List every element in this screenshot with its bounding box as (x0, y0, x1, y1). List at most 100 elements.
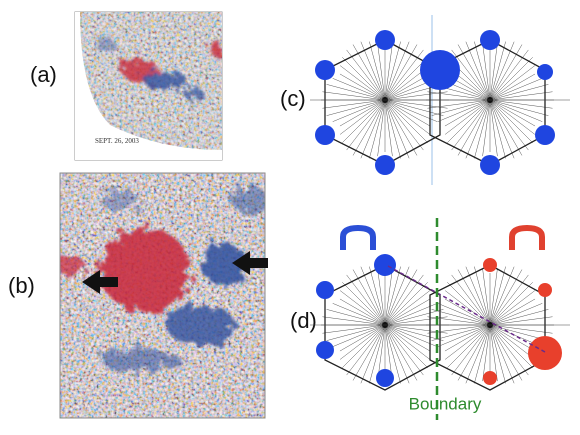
magnet-icon (509, 224, 545, 250)
field-line (482, 268, 491, 326)
field-line (447, 99, 491, 143)
field-line (465, 266, 491, 326)
arrow (232, 251, 268, 275)
field-line (384, 324, 431, 360)
field-line (444, 99, 491, 127)
field-line (489, 324, 553, 334)
field-line (489, 41, 506, 101)
particle (315, 60, 335, 80)
field-line (384, 324, 431, 352)
field-line (489, 99, 543, 122)
magnetogram-b (60, 173, 265, 418)
field-line (322, 91, 386, 101)
field-line (489, 99, 498, 157)
field-line (447, 282, 491, 326)
field-line (332, 324, 386, 347)
field-line (332, 99, 386, 122)
field-line (360, 41, 386, 101)
field-line (489, 316, 553, 326)
field-line (489, 324, 533, 368)
field-line (489, 73, 536, 101)
particle (480, 155, 500, 175)
field-line (326, 99, 386, 116)
field-line (489, 99, 549, 116)
field-line (346, 324, 386, 376)
field-line (384, 99, 401, 159)
particle (538, 283, 552, 297)
field-line (384, 324, 428, 368)
field-line (322, 99, 386, 109)
field-line (360, 324, 386, 384)
field-line (444, 99, 491, 135)
field-line (346, 49, 386, 101)
panel-label: (c) (280, 86, 306, 111)
field-line (444, 290, 491, 326)
particle (420, 50, 460, 90)
field-line (342, 57, 386, 101)
field-line (447, 324, 491, 368)
field-line (352, 99, 386, 156)
field-line (346, 99, 386, 151)
field-line (489, 269, 523, 326)
field-line (489, 99, 533, 143)
particle (374, 254, 396, 276)
particle (480, 30, 500, 50)
field-line (489, 99, 506, 159)
field-line (451, 274, 491, 326)
field-line (474, 41, 491, 101)
field-line (377, 99, 386, 157)
field-line (489, 99, 515, 159)
field-line (482, 99, 491, 157)
field-line (489, 49, 529, 101)
field-line (444, 298, 491, 326)
field-line (322, 324, 386, 334)
field-line (384, 99, 431, 135)
field-line (339, 99, 386, 127)
field-line (384, 99, 393, 157)
panel-label: (b) (8, 273, 35, 298)
field-line (384, 99, 431, 127)
field-line (339, 290, 386, 326)
field-line (369, 266, 386, 326)
field-line (352, 324, 386, 381)
field-line (489, 290, 536, 326)
arrow (82, 270, 118, 294)
field-line (342, 99, 386, 143)
field-line (384, 99, 438, 122)
field-line (482, 43, 491, 101)
field-line (489, 324, 536, 352)
field-line (489, 57, 533, 101)
field-line (489, 266, 506, 326)
field-line (489, 324, 529, 376)
field-line (489, 324, 506, 384)
field-line (437, 99, 491, 122)
field-line (332, 78, 386, 101)
field-line (384, 324, 438, 347)
field-line (339, 99, 386, 135)
field-line (384, 324, 424, 376)
field-line (489, 99, 523, 156)
field-line (489, 298, 536, 326)
field-line (451, 49, 491, 101)
field-line (431, 99, 491, 116)
particle (376, 369, 394, 387)
field-line (384, 99, 418, 156)
field-line (474, 324, 491, 384)
field-line (465, 99, 491, 159)
field-line (444, 324, 491, 360)
field-line (339, 73, 386, 101)
field-line (489, 282, 533, 326)
field-line (489, 99, 536, 135)
field-line (451, 324, 491, 376)
particle (375, 155, 395, 175)
field-line (384, 266, 401, 326)
field-line (489, 274, 529, 326)
field-line (332, 303, 386, 326)
field-line (489, 78, 543, 101)
field-line (360, 266, 386, 326)
panel-label: (a) (30, 62, 57, 87)
magnet-icon (340, 224, 376, 250)
field-line (339, 324, 386, 360)
field-line (474, 99, 491, 159)
